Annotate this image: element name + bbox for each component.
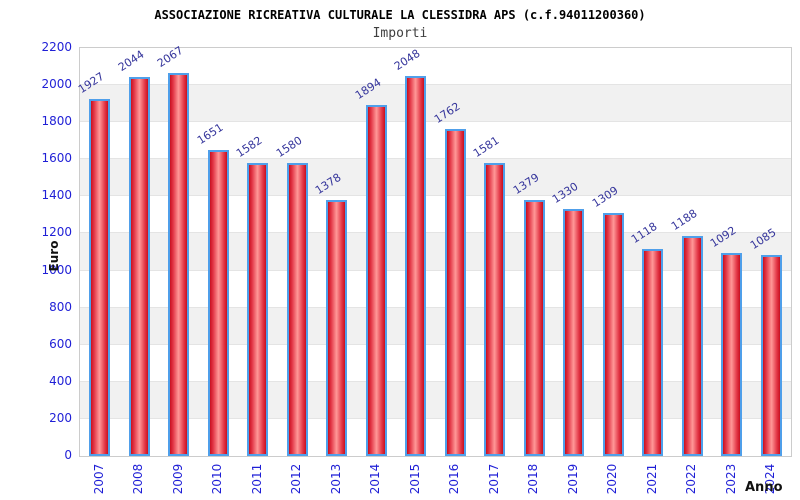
bar-2009 bbox=[168, 72, 190, 456]
x-axis-tick-label: 2014 bbox=[368, 463, 383, 495]
y-axis-tick-label: 1400 bbox=[41, 188, 72, 203]
x-axis-tick-label: 2011 bbox=[249, 463, 264, 495]
y-axis-tick-label: 600 bbox=[49, 336, 72, 351]
bar-value-label: 1581 bbox=[471, 133, 502, 160]
gridline bbox=[80, 195, 791, 197]
y-axis-tick-label: 0 bbox=[64, 448, 72, 462]
gridline bbox=[80, 380, 791, 382]
gridline bbox=[80, 343, 791, 345]
chart-title: ASSOCIAZIONE RICREATIVA CULTURALE LA CLE… bbox=[154, 8, 646, 22]
gridline bbox=[80, 417, 791, 419]
bar-2014 bbox=[365, 104, 387, 456]
bar-2024 bbox=[760, 254, 782, 456]
gridline bbox=[80, 306, 791, 308]
bar-2010 bbox=[207, 149, 229, 456]
x-axis-tick-label: 2007 bbox=[91, 463, 106, 495]
bar-2018 bbox=[523, 200, 545, 456]
x-axis-tick-label: 2016 bbox=[447, 463, 462, 495]
bar-value-label: 1580 bbox=[273, 133, 305, 160]
x-axis-tick-label: 2018 bbox=[526, 463, 541, 495]
background-band bbox=[80, 381, 791, 419]
x-axis-tick-label: 2015 bbox=[407, 463, 422, 495]
y-axis-tick-label: 200 bbox=[49, 410, 72, 425]
background-band bbox=[80, 233, 791, 271]
x-axis-title: Anno bbox=[745, 480, 783, 495]
bar-2007 bbox=[89, 98, 111, 456]
chart-subtitle: Importi bbox=[372, 26, 428, 41]
bar-2017 bbox=[484, 162, 506, 456]
bar-2020 bbox=[602, 213, 624, 456]
y-axis-tick-label: 1800 bbox=[41, 114, 72, 129]
bar-2022 bbox=[681, 235, 703, 456]
bar-value-label: 2067 bbox=[155, 43, 186, 70]
bar-2021 bbox=[642, 248, 664, 456]
gridline bbox=[80, 121, 791, 123]
x-axis-tick-label: 2009 bbox=[170, 463, 185, 495]
bar-value-label: 1582 bbox=[234, 133, 265, 160]
x-axis-tick-label: 2012 bbox=[289, 463, 304, 495]
bar-value-label: 1651 bbox=[194, 120, 226, 147]
bar-2015 bbox=[405, 76, 427, 456]
plot-area: 1927 2044 2067 1651 1582 1580 1378 1894 2048 1762… bbox=[76, 43, 792, 457]
bar-2023 bbox=[721, 253, 743, 456]
y-axis-tick-label: 1000 bbox=[41, 262, 72, 277]
bar-value-label: 2044 bbox=[115, 47, 147, 74]
bar-2019 bbox=[563, 209, 585, 456]
y-axis-tick-label: 1200 bbox=[41, 225, 72, 240]
bar-value-label: 2048 bbox=[392, 47, 423, 74]
y-axis-tick-label: 2200 bbox=[41, 40, 72, 54]
y-axis-tick-label: 400 bbox=[49, 373, 72, 388]
background-band bbox=[80, 307, 791, 345]
bar-2011 bbox=[247, 162, 269, 456]
bar-2008 bbox=[128, 76, 150, 456]
x-axis-tick-label: 2017 bbox=[486, 463, 501, 495]
bar-2016 bbox=[444, 129, 466, 456]
bar-2013 bbox=[326, 200, 348, 456]
gridline bbox=[80, 232, 791, 234]
x-axis-tick-label: 2010 bbox=[210, 463, 225, 495]
x-axis-tick-label: 2019 bbox=[565, 463, 580, 495]
bar-value-label: 1188 bbox=[668, 206, 700, 233]
x-axis-tick-label: 2020 bbox=[605, 463, 620, 495]
y-axis-tick-label: 2000 bbox=[41, 77, 72, 92]
x-axis-tick-label: 2008 bbox=[131, 463, 146, 495]
bar-2012 bbox=[286, 162, 308, 456]
gridline bbox=[80, 269, 791, 271]
y-axis-title: Euro bbox=[47, 240, 61, 272]
y-axis-tick-label: 800 bbox=[49, 299, 72, 314]
gridline bbox=[80, 158, 791, 160]
background-band bbox=[80, 159, 791, 197]
x-axis-tick-label: 2013 bbox=[328, 463, 343, 495]
background-band bbox=[80, 85, 791, 123]
x-axis-tick-label: 2021 bbox=[644, 463, 659, 495]
y-axis-tick-label: 1600 bbox=[41, 151, 72, 166]
x-axis-tick-label: 2023 bbox=[723, 463, 738, 495]
x-axis-tick-label: 2022 bbox=[684, 463, 699, 495]
gridline bbox=[80, 84, 791, 86]
